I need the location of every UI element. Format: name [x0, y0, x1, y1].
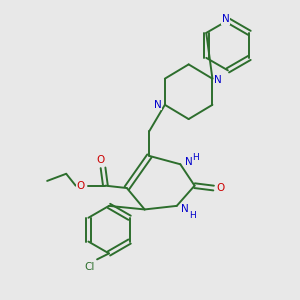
- Text: O: O: [97, 154, 105, 164]
- Text: H: H: [192, 153, 199, 162]
- Text: N: N: [222, 14, 230, 24]
- Text: O: O: [76, 181, 85, 191]
- Text: N: N: [214, 75, 222, 85]
- Text: O: O: [217, 183, 225, 193]
- Text: N: N: [181, 204, 189, 214]
- Text: N: N: [185, 157, 193, 167]
- Text: H: H: [189, 211, 196, 220]
- Text: N: N: [154, 100, 162, 110]
- Text: Cl: Cl: [85, 262, 95, 272]
